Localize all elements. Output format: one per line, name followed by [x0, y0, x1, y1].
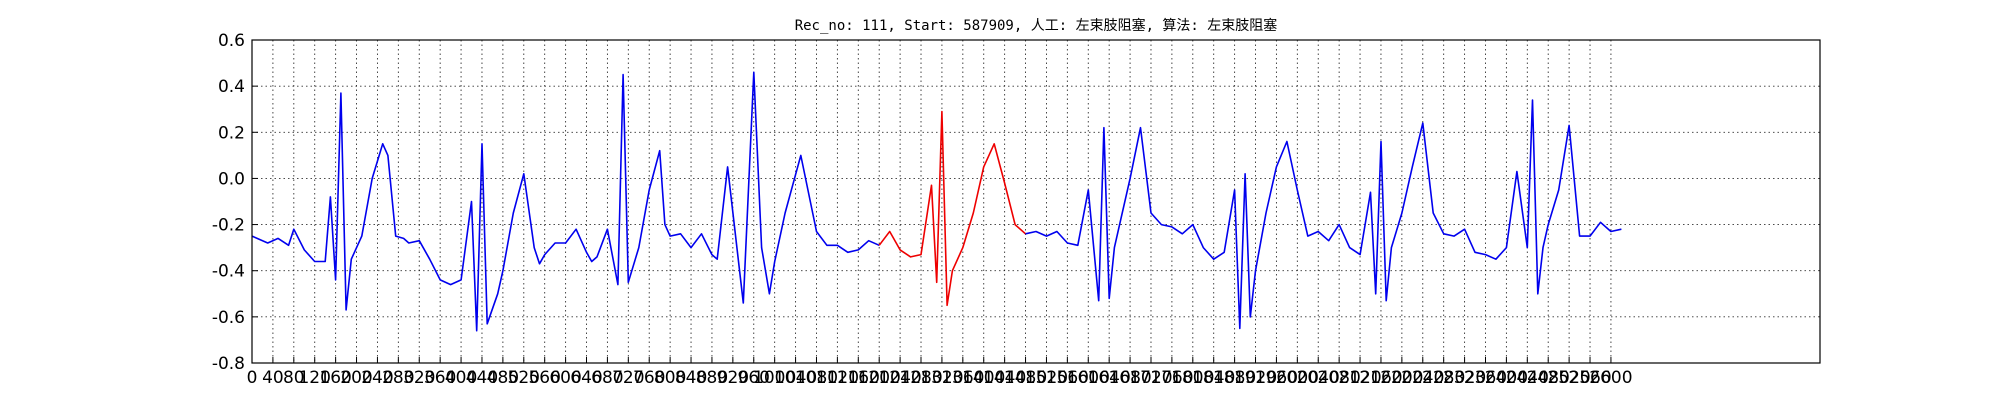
x-tick-label: 2040: [1297, 368, 1340, 388]
x-tick-label: 2600: [1589, 368, 1632, 388]
x-tick-label: 280: [382, 368, 414, 388]
x-tick-label: 2440: [1506, 368, 1549, 388]
x-tick-label: 2400: [1485, 368, 1528, 388]
x-tick-label: 2480: [1527, 368, 1570, 388]
x-axis: 0 40 8012016020024028032036040044048052056…: [247, 357, 1633, 388]
x-tick-label: 40: [262, 368, 284, 388]
x-tick-label: 680: [591, 368, 623, 388]
x-tick-label: 840: [675, 368, 707, 388]
x-tick-label: 2080: [1318, 368, 1361, 388]
x-tick-label: 2320: [1443, 368, 1486, 388]
x-tick-label: 1760: [1150, 368, 1193, 388]
x-tick-label: 200: [340, 368, 372, 388]
x-tick-label: 2560: [1568, 368, 1611, 388]
y-tick-label: 0.4: [218, 77, 245, 97]
x-tick-label: 1120: [816, 368, 859, 388]
x-tick-label: 2160: [1359, 368, 1402, 388]
x-tick-label: 1600: [1067, 368, 1110, 388]
y-tick-label: -0.4: [212, 262, 245, 282]
x-tick-label: 2200: [1380, 368, 1423, 388]
x-tick-label: 2360: [1464, 368, 1507, 388]
x-tick-label: 1360: [941, 368, 984, 388]
x-tick-label: 880: [696, 368, 728, 388]
x-tick-label: 1880: [1213, 368, 1256, 388]
x-tick-label: 1160: [837, 368, 880, 388]
x-tick-label: 560: [528, 368, 560, 388]
y-axis: -0.8 -0.6 -0.4 -0.2 0.0 0.2 0.4 0.6: [212, 31, 258, 374]
x-tick-label: 1840: [1192, 368, 1235, 388]
x-tick-label: 400: [445, 368, 477, 388]
x-tick-label: 360: [424, 368, 456, 388]
x-tick-label: 1080: [795, 368, 838, 388]
x-tick-label: 960: [738, 368, 770, 388]
x-tick-label: 1560: [1046, 368, 1089, 388]
x-tick-label: 2520: [1547, 368, 1590, 388]
x-tick-label: 1000: [753, 368, 796, 388]
x-tick-label: 1280: [899, 368, 942, 388]
x-tick-label: 520: [508, 368, 540, 388]
x-tick-label: 1200: [858, 368, 901, 388]
x-tick-label: 320: [403, 368, 435, 388]
x-tick-label: 0: [247, 368, 258, 388]
x-tick-label: 1680: [1108, 368, 1151, 388]
x-tick-label: 1240: [878, 368, 921, 388]
x-tick-label: 80: [283, 368, 305, 388]
x-tick-label: 720: [612, 368, 644, 388]
y-tick-label: 0.6: [218, 31, 245, 51]
x-tick-label: 2120: [1338, 368, 1381, 388]
x-tick-label: 760: [633, 368, 665, 388]
x-tick-label: 440: [466, 368, 498, 388]
y-tick-label: -0.2: [212, 216, 245, 236]
x-tick-label: 1400: [962, 368, 1005, 388]
x-tick-label: 120: [298, 368, 330, 388]
x-tick-label: 1440: [983, 368, 1026, 388]
series-line: [1025, 99, 1622, 330]
x-tick-label: 1480: [1004, 368, 1047, 388]
x-tick-label: 1720: [1129, 368, 1172, 388]
x-tick-label: 160: [319, 368, 351, 388]
grid: [252, 40, 1820, 363]
y-tick-label: 0.0: [218, 169, 245, 189]
x-tick-label: 600: [549, 368, 581, 388]
x-tick-label: 920: [717, 368, 749, 388]
x-tick-label: 1320: [920, 368, 963, 388]
y-tick-label: -0.6: [212, 308, 245, 328]
x-tick-label: 1800: [1171, 368, 1214, 388]
series-line: [251, 71, 880, 332]
chart-title: Rec_no: 111, Start: 587909, 人工: 左束肢阻塞, 算…: [795, 17, 1278, 34]
x-tick-label: 1920: [1234, 368, 1277, 388]
x-tick-label: 1960: [1255, 368, 1298, 388]
series-layer: [251, 71, 1622, 332]
plot-frame: [251, 39, 1821, 364]
x-tick-label: 1520: [1025, 368, 1068, 388]
x-tick-label: 1640: [1088, 368, 1131, 388]
x-tick-label: 2280: [1422, 368, 1465, 388]
x-tick-label: 2000: [1276, 368, 1319, 388]
x-tick-label: 640: [570, 368, 602, 388]
x-tick-label: 480: [487, 368, 519, 388]
x-tick-label: 800: [654, 368, 686, 388]
x-tick-label: 240: [361, 368, 393, 388]
y-tick-label: 0.2: [218, 123, 245, 143]
series-line: [878, 110, 1027, 307]
y-tick-label: -0.8: [212, 354, 245, 374]
x-tick-label: 1040: [774, 368, 817, 388]
x-tick-label: 2240: [1401, 368, 1444, 388]
